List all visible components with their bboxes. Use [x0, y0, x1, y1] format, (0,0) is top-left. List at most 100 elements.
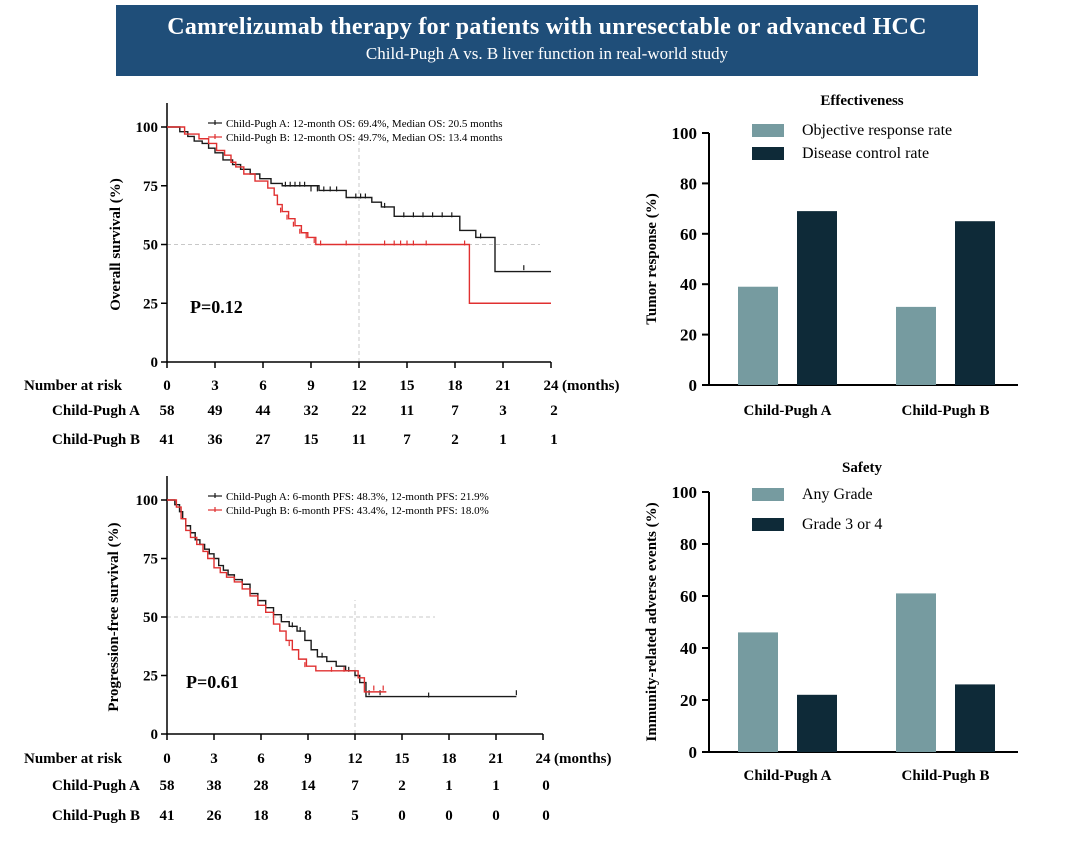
- safety-chart-title: Safety: [842, 460, 882, 476]
- safety-bar-series2: [955, 684, 995, 752]
- safety-y-tick-label: 60: [680, 587, 697, 606]
- effectiveness-y-tick-label: 80: [680, 174, 697, 193]
- os-x-tick-label: 18: [448, 378, 463, 394]
- safety-legend-label: Grade 3 or 4: [802, 516, 882, 533]
- os-y-axis-label: Overall survival (%): [108, 178, 124, 310]
- safety-bar-series2: [797, 694, 837, 752]
- pfs-risk-title: Number at risk: [24, 751, 123, 767]
- pfs-risk-value: 26: [207, 808, 223, 824]
- pfs-risk-value: 2: [398, 778, 406, 794]
- pfs-x-tick-label: 12: [348, 751, 363, 767]
- os-x-tick-label: 9: [307, 378, 315, 394]
- os-risk-value: 11: [352, 432, 366, 448]
- page-subtitle: Child-Pugh A vs. B liver function in rea…: [365, 44, 729, 63]
- safety-category-label: Child-Pugh A: [744, 768, 832, 784]
- os-x-tick-label: 21: [496, 378, 511, 394]
- os-risk-value: 58: [160, 403, 175, 419]
- pfs-risk-value: 0: [492, 808, 500, 824]
- pfs-curve-cp-b: [167, 499, 387, 693]
- safety-legend-label: Any Grade: [802, 486, 873, 503]
- pfs-x-unit-label: (months): [554, 751, 612, 767]
- pfs-x-tick-label: 15: [395, 751, 410, 767]
- effectiveness-y-axis-label: Tumor response (%): [644, 193, 660, 324]
- os-x-tick-label: 6: [259, 378, 267, 394]
- os-risk-title: Number at risk: [24, 378, 123, 394]
- os-p-value: P=0.12: [190, 297, 243, 317]
- pfs-risk-value: 28: [254, 778, 269, 794]
- os-legend-label: Child-Pugh B: 12-month OS: 49.7%, Median…: [226, 132, 503, 144]
- pfs-x-tick-label: 0: [163, 751, 171, 767]
- safety-bar-series1: [896, 593, 936, 752]
- pfs-risk-value: 41: [160, 808, 175, 824]
- os-risk-value: 2: [550, 403, 558, 419]
- safety-y-tick-label: 0: [689, 743, 698, 762]
- pfs-risk-row-label: Child-Pugh B: [52, 808, 140, 824]
- pfs-risk-value: 18: [254, 808, 269, 824]
- pfs-risk-value: 0: [398, 808, 406, 824]
- effectiveness-chart-title: Effectiveness: [820, 93, 903, 109]
- effectiveness-bar-series1: [896, 306, 936, 385]
- pfs-x-tick-label: 24: [536, 751, 552, 767]
- os-x-unit-label: (months): [562, 378, 620, 394]
- os-curve-cp-a: [167, 126, 551, 273]
- pfs-legend-label: Child-Pugh B: 6-month PFS: 43.4%, 12-mon…: [226, 505, 489, 517]
- effectiveness-y-tick-label: 100: [672, 124, 698, 143]
- os-risk-value: 49: [208, 403, 223, 419]
- os-y-tick-label: 0: [151, 355, 159, 371]
- pfs-risk-value: 5: [351, 808, 359, 824]
- os-risk-value: 7: [451, 403, 459, 419]
- pfs-risk-value: 0: [445, 808, 453, 824]
- os-risk-value: 41: [160, 432, 175, 448]
- pfs-risk-row-label: Child-Pugh A: [52, 778, 140, 794]
- os-risk-value: 1: [499, 432, 507, 448]
- effectiveness-bar-series1: [738, 286, 778, 385]
- pfs-curve-cp-a: [167, 499, 517, 698]
- os-y-tick-label: 25: [143, 296, 158, 312]
- pfs-x-tick-label: 21: [489, 751, 504, 767]
- pfs-risk-value: 1: [492, 778, 500, 794]
- os-risk-value: 1: [550, 432, 558, 448]
- pfs-y-tick-label: 100: [136, 493, 159, 509]
- os-y-tick-label: 75: [143, 179, 158, 195]
- pfs-y-tick-label: 50: [143, 610, 158, 626]
- effectiveness-bar-series2: [955, 221, 995, 385]
- os-y-tick-label: 100: [136, 120, 159, 136]
- effectiveness-legend-label: Objective response rate: [802, 122, 952, 139]
- os-risk-value: 15: [304, 432, 319, 448]
- page-title: Camrelizumab therapy for patients with u…: [167, 14, 927, 40]
- pfs-y-tick-label: 75: [143, 552, 158, 568]
- pfs-risk-value: 58: [160, 778, 175, 794]
- effectiveness-category-label: Child-Pugh B: [902, 403, 990, 419]
- effectiveness-bar-series2: [797, 211, 837, 385]
- os-x-tick-label: 24: [544, 378, 560, 394]
- effectiveness-legend-swatch: [752, 124, 784, 137]
- pfs-risk-value: 14: [301, 778, 317, 794]
- pfs-x-tick-label: 18: [442, 751, 457, 767]
- pfs-y-tick-label: 25: [143, 669, 158, 685]
- effectiveness-y-tick-label: 60: [680, 225, 697, 244]
- os-risk-value: 11: [400, 403, 414, 419]
- os-risk-value: 3: [499, 403, 507, 419]
- os-x-tick-label: 3: [211, 378, 219, 394]
- os-risk-value: 36: [208, 432, 224, 448]
- os-risk-row-label: Child-Pugh A: [52, 403, 140, 419]
- pfs-y-tick-label: 0: [151, 727, 159, 743]
- pfs-risk-value: 1: [445, 778, 453, 794]
- safety-bar-series1: [738, 632, 778, 752]
- safety-y-tick-label: 80: [680, 535, 697, 554]
- pfs-x-tick-label: 3: [210, 751, 218, 767]
- os-legend-label: Child-Pugh A: 12-month OS: 69.4%, Median…: [226, 118, 503, 130]
- os-y-tick-label: 50: [143, 238, 158, 254]
- pfs-risk-value: 0: [542, 808, 550, 824]
- safety-legend-swatch: [752, 518, 784, 531]
- pfs-risk-value: 38: [207, 778, 222, 794]
- os-risk-value: 2: [451, 432, 459, 448]
- safety-legend-swatch: [752, 488, 784, 501]
- effectiveness-legend-label: Disease control rate: [802, 145, 929, 162]
- pfs-risk-value: 7: [351, 778, 359, 794]
- os-risk-value: 32: [304, 403, 319, 419]
- title-banner: Camrelizumab therapy for patients with u…: [116, 5, 978, 76]
- effectiveness-legend-swatch: [752, 147, 784, 160]
- os-risk-value: 44: [256, 403, 272, 419]
